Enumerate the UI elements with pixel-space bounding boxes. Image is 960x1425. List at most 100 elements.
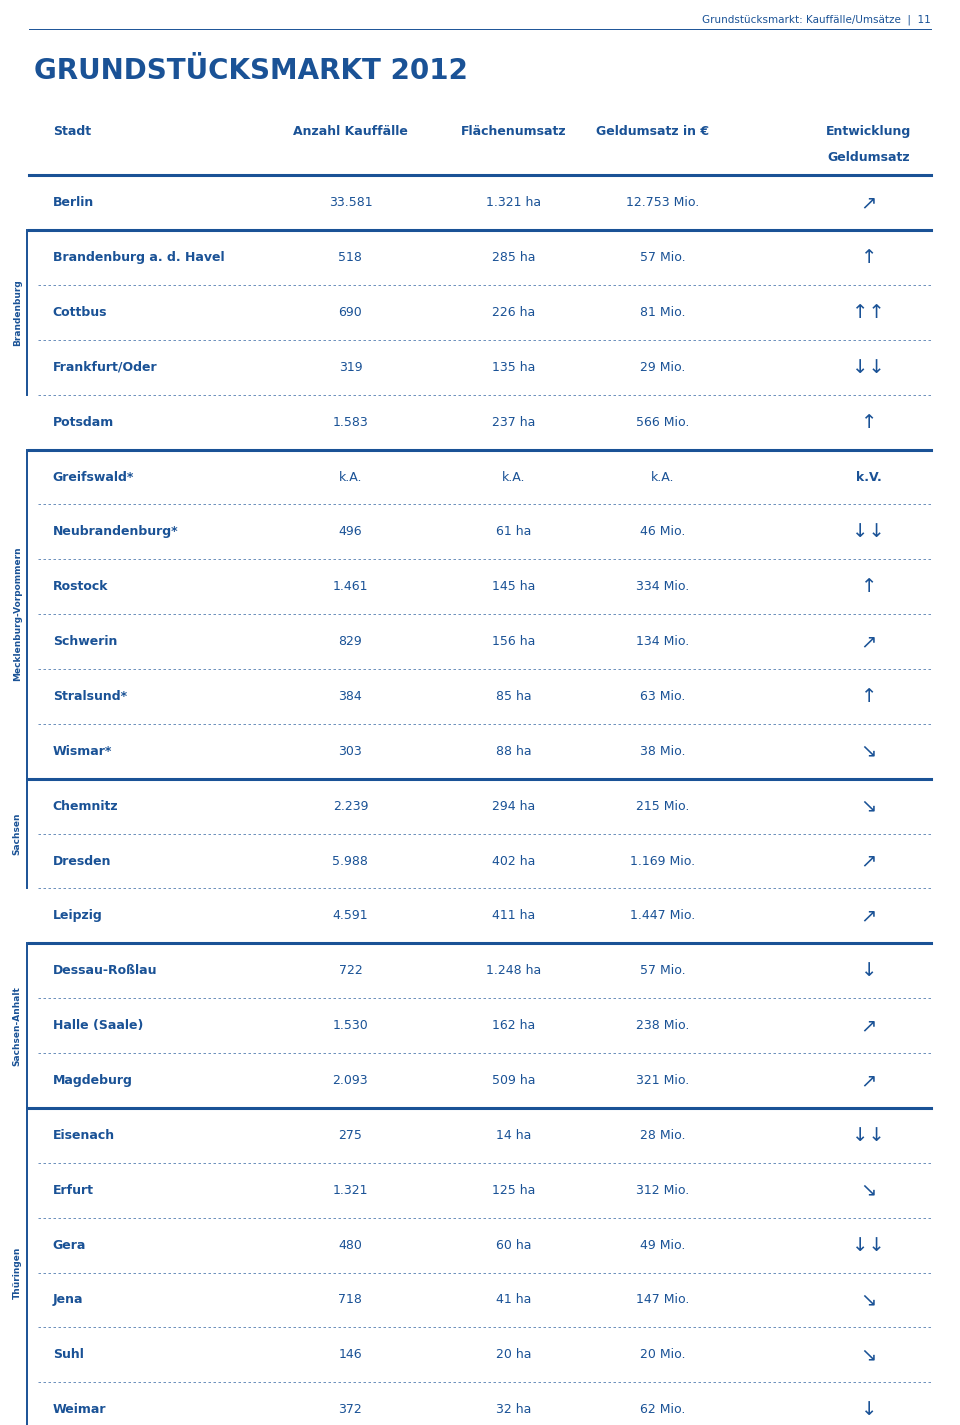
Text: 28 Mio.: 28 Mio. — [639, 1129, 685, 1141]
Text: Chemnitz: Chemnitz — [53, 799, 118, 812]
Text: 85 ha: 85 ha — [495, 690, 532, 703]
Text: 722: 722 — [339, 965, 362, 978]
Text: 275: 275 — [339, 1129, 362, 1141]
Text: 63 Mio.: 63 Mio. — [639, 690, 685, 703]
Text: 145 ha: 145 ha — [492, 580, 536, 593]
Text: 238 Mio.: 238 Mio. — [636, 1019, 689, 1032]
Text: Mecklenburg-Vorpommern: Mecklenburg-Vorpommern — [12, 547, 22, 681]
Text: 1.530: 1.530 — [332, 1019, 369, 1032]
Text: Brandenburg: Brandenburg — [12, 279, 22, 346]
Text: 88 ha: 88 ha — [495, 745, 532, 758]
Text: ↑: ↑ — [860, 248, 877, 266]
Text: ↗: ↗ — [860, 906, 877, 925]
Text: 480: 480 — [339, 1238, 362, 1251]
Text: Berlin: Berlin — [53, 197, 94, 209]
Text: Sachsen-Anhalt: Sachsen-Anhalt — [12, 986, 22, 1066]
Text: 81 Mio.: 81 Mio. — [639, 306, 685, 319]
Text: ↘: ↘ — [860, 1291, 877, 1310]
Text: 146: 146 — [339, 1348, 362, 1361]
Text: ↓↓: ↓↓ — [852, 1235, 885, 1254]
Text: Cottbus: Cottbus — [53, 306, 108, 319]
Text: Magdeburg: Magdeburg — [53, 1074, 132, 1087]
Text: Greifswald*: Greifswald* — [53, 470, 134, 483]
Text: 20 ha: 20 ha — [496, 1348, 531, 1361]
Text: 1.583: 1.583 — [332, 416, 369, 429]
Text: ↓↓: ↓↓ — [852, 358, 885, 376]
Text: ↗: ↗ — [860, 194, 877, 212]
Text: 49 Mio.: 49 Mio. — [639, 1238, 685, 1251]
Text: Gera: Gera — [53, 1238, 86, 1251]
Text: 496: 496 — [339, 526, 362, 539]
Text: 1.321 ha: 1.321 ha — [486, 197, 541, 209]
Text: 41 ha: 41 ha — [496, 1294, 531, 1307]
Text: 2.239: 2.239 — [333, 799, 368, 812]
Text: 14 ha: 14 ha — [496, 1129, 531, 1141]
Text: 294 ha: 294 ha — [492, 799, 536, 812]
Text: Geldumsatz in €: Geldumsatz in € — [596, 125, 709, 138]
Text: Weimar: Weimar — [53, 1404, 107, 1416]
Text: 134 Mio.: 134 Mio. — [636, 636, 689, 648]
Text: ↓↓: ↓↓ — [852, 1126, 885, 1144]
Text: 162 ha: 162 ha — [492, 1019, 536, 1032]
Text: 20 Mio.: 20 Mio. — [639, 1348, 685, 1361]
Text: 135 ha: 135 ha — [492, 361, 536, 373]
Text: ↓: ↓ — [860, 962, 877, 980]
Text: Thüringen: Thüringen — [12, 1247, 22, 1298]
Text: Sachsen: Sachsen — [12, 812, 22, 855]
Text: Geldumsatz: Geldumsatz — [828, 151, 910, 164]
Text: 226 ha: 226 ha — [492, 306, 536, 319]
Text: 57 Mio.: 57 Mio. — [639, 251, 685, 264]
Text: Entwicklung: Entwicklung — [827, 125, 911, 138]
Text: k.V.: k.V. — [856, 470, 881, 483]
Text: Brandenburg a. d. Havel: Brandenburg a. d. Havel — [53, 251, 225, 264]
Text: Anzahl Kauffälle: Anzahl Kauffälle — [293, 125, 408, 138]
Text: 321 Mio.: 321 Mio. — [636, 1074, 689, 1087]
Text: 156 ha: 156 ha — [492, 636, 536, 648]
Text: ↘: ↘ — [860, 1181, 877, 1200]
Text: Dessau-Roßlau: Dessau-Roßlau — [53, 965, 157, 978]
Text: 1.447 Mio.: 1.447 Mio. — [630, 909, 695, 922]
Text: 60 ha: 60 ha — [496, 1238, 531, 1251]
Text: 147 Mio.: 147 Mio. — [636, 1294, 689, 1307]
Text: 2.093: 2.093 — [332, 1074, 369, 1087]
Text: Wismar*: Wismar* — [53, 745, 112, 758]
Text: 29 Mio.: 29 Mio. — [639, 361, 685, 373]
Text: 566 Mio.: 566 Mio. — [636, 416, 689, 429]
Text: 1.461: 1.461 — [333, 580, 368, 593]
Text: 319: 319 — [339, 361, 362, 373]
Text: Stadt: Stadt — [53, 125, 91, 138]
Text: Stralsund*: Stralsund* — [53, 690, 127, 703]
Text: 57 Mio.: 57 Mio. — [639, 965, 685, 978]
Text: 285 ha: 285 ha — [492, 251, 536, 264]
Text: 4.591: 4.591 — [332, 909, 369, 922]
Text: ↗: ↗ — [860, 633, 877, 651]
Text: 46 Mio.: 46 Mio. — [639, 526, 685, 539]
Text: GRUNDSTÜCKSMARKT 2012: GRUNDSTÜCKSMARKT 2012 — [34, 57, 468, 86]
Text: Dresden: Dresden — [53, 855, 111, 868]
Text: Neubrandenburg*: Neubrandenburg* — [53, 526, 179, 539]
Text: ↘: ↘ — [860, 742, 877, 761]
Text: 829: 829 — [339, 636, 362, 648]
Text: 509 ha: 509 ha — [492, 1074, 536, 1087]
Text: ↗: ↗ — [860, 852, 877, 871]
Text: Leipzig: Leipzig — [53, 909, 103, 922]
Text: Halle (Saale): Halle (Saale) — [53, 1019, 143, 1032]
Text: ↑: ↑ — [860, 577, 877, 596]
Text: Frankfurt/Oder: Frankfurt/Oder — [53, 361, 157, 373]
Text: 38 Mio.: 38 Mio. — [639, 745, 685, 758]
Text: ↗: ↗ — [860, 1016, 877, 1035]
Text: 32 ha: 32 ha — [496, 1404, 531, 1416]
Text: 303: 303 — [339, 745, 362, 758]
Text: k.A.: k.A. — [339, 470, 362, 483]
Text: 402 ha: 402 ha — [492, 855, 536, 868]
Text: Schwerin: Schwerin — [53, 636, 117, 648]
Text: 237 ha: 237 ha — [492, 416, 536, 429]
Text: 690: 690 — [339, 306, 362, 319]
Text: 384: 384 — [339, 690, 362, 703]
Text: ↑: ↑ — [860, 687, 877, 705]
Text: ↓↓: ↓↓ — [852, 523, 885, 542]
Text: k.A.: k.A. — [651, 470, 674, 483]
Text: 125 ha: 125 ha — [492, 1184, 536, 1197]
Text: ↗: ↗ — [860, 1072, 877, 1090]
Text: Jena: Jena — [53, 1294, 84, 1307]
